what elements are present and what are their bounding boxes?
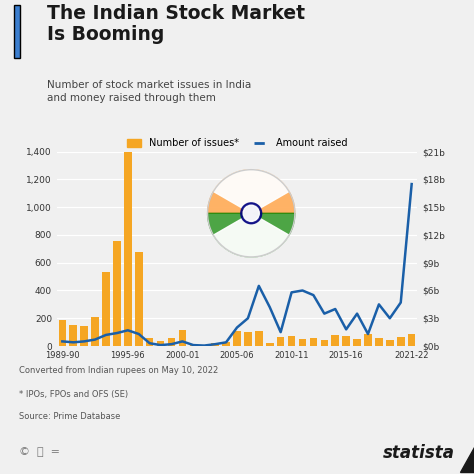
Wedge shape [208, 213, 295, 257]
Bar [201, 345, 208, 346]
Bar [255, 331, 263, 346]
Bar [113, 240, 121, 346]
Bar [58, 319, 66, 346]
Bar [179, 330, 186, 346]
Bar [266, 343, 273, 346]
Bar [69, 325, 77, 346]
Bar [124, 152, 132, 346]
Bar [408, 334, 416, 346]
Wedge shape [213, 213, 289, 257]
Bar [157, 341, 164, 346]
Bar [190, 344, 197, 346]
Text: ©  ⓘ  =: © ⓘ = [19, 447, 60, 457]
Bar [320, 340, 328, 346]
Bar [299, 339, 306, 346]
Polygon shape [460, 447, 474, 472]
Legend: Number of issues*, Amount raised: Number of issues*, Amount raised [123, 135, 351, 152]
Bar [146, 338, 154, 346]
Bar [244, 332, 252, 346]
Wedge shape [208, 170, 295, 213]
Bar [364, 334, 372, 346]
Text: Source: Prime Database: Source: Prime Database [19, 412, 120, 421]
Text: Number of stock market issues in India
and money raised through them: Number of stock market issues in India a… [47, 80, 252, 103]
Bar [135, 252, 143, 346]
Bar [397, 337, 405, 346]
Text: statista: statista [383, 444, 455, 462]
Text: The Indian Stock Market
Is Booming: The Indian Stock Market Is Booming [47, 4, 305, 44]
Bar [211, 343, 219, 346]
Bar [331, 335, 339, 346]
Circle shape [243, 205, 259, 221]
Bar [288, 336, 295, 346]
Bar [310, 338, 317, 346]
FancyBboxPatch shape [14, 5, 20, 58]
Bar [277, 337, 284, 346]
Circle shape [208, 170, 295, 257]
Text: Converted from Indian rupees on May 10, 2022: Converted from Indian rupees on May 10, … [19, 365, 218, 374]
Bar [168, 338, 175, 346]
Bar [91, 317, 99, 346]
Bar [353, 339, 361, 346]
Bar [375, 338, 383, 346]
Text: * IPOs, FPOs and OFS (SE): * IPOs, FPOs and OFS (SE) [19, 390, 128, 399]
Circle shape [241, 203, 262, 224]
Bar [102, 273, 110, 346]
Bar [81, 326, 88, 346]
Bar [222, 342, 230, 346]
Bar [342, 336, 350, 346]
Bar [386, 340, 393, 346]
Wedge shape [213, 170, 289, 213]
Bar [233, 331, 241, 346]
